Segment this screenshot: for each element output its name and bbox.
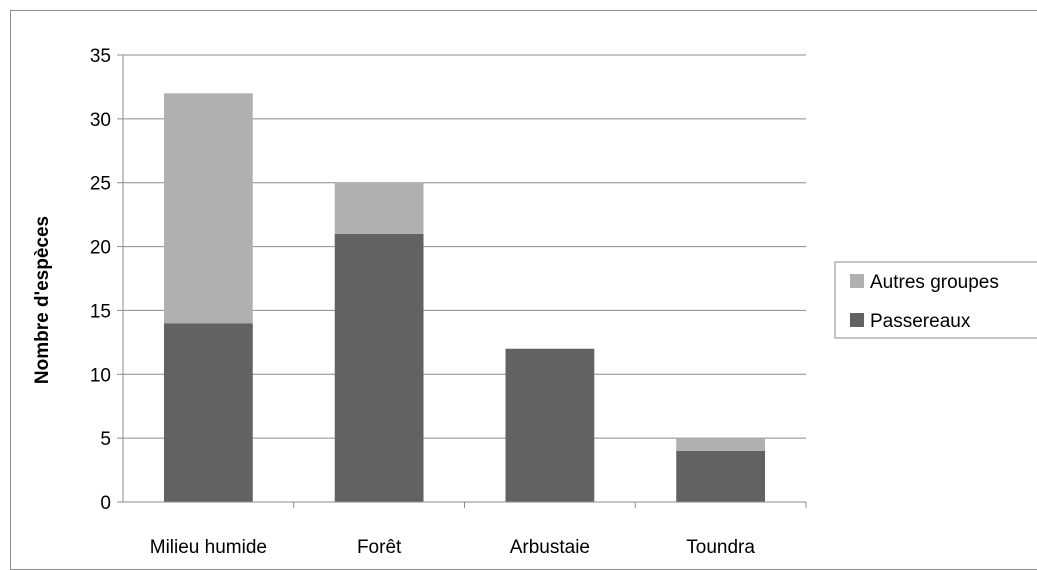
y-tick-label: 0: [100, 493, 111, 514]
bar-segment: [505, 348, 595, 502]
y-tick-label: 35: [90, 46, 111, 67]
x-tick-label: Milieu humide: [150, 537, 267, 558]
x-tick-label: Forêt: [357, 537, 402, 558]
axes: 0 5 10 15 20 25 30 35 Milieu humide Forêt Arbustai…: [90, 46, 807, 558]
bar-segment: [334, 182, 424, 234]
bar-segment: [334, 233, 424, 503]
y-tick-label: 30: [90, 110, 111, 131]
legend-swatch: [850, 313, 864, 327]
bar-segment: [676, 450, 766, 502]
legend-label: Passereaux: [870, 311, 971, 332]
legend: Autres groupes Passereaux: [834, 261, 1037, 339]
bar-segment: [163, 323, 253, 502]
y-tick-label: 10: [90, 365, 111, 386]
y-tick-label: 25: [90, 174, 111, 195]
y-tick-label: 20: [90, 238, 111, 259]
bar-segment: [676, 438, 766, 451]
legend-swatch: [850, 274, 864, 288]
legend-label: Autres groupes: [870, 272, 999, 293]
legend-box: [834, 261, 1037, 339]
x-tick-label: Toundra: [686, 537, 755, 558]
bar-segment: [163, 93, 253, 324]
y-tick-label: 5: [100, 429, 111, 450]
bars: [163, 93, 766, 503]
y-axis-title: Nombre d'espèces: [32, 216, 53, 384]
y-tick-label: 15: [90, 301, 111, 322]
x-tick-label: Arbustaie: [510, 537, 590, 558]
